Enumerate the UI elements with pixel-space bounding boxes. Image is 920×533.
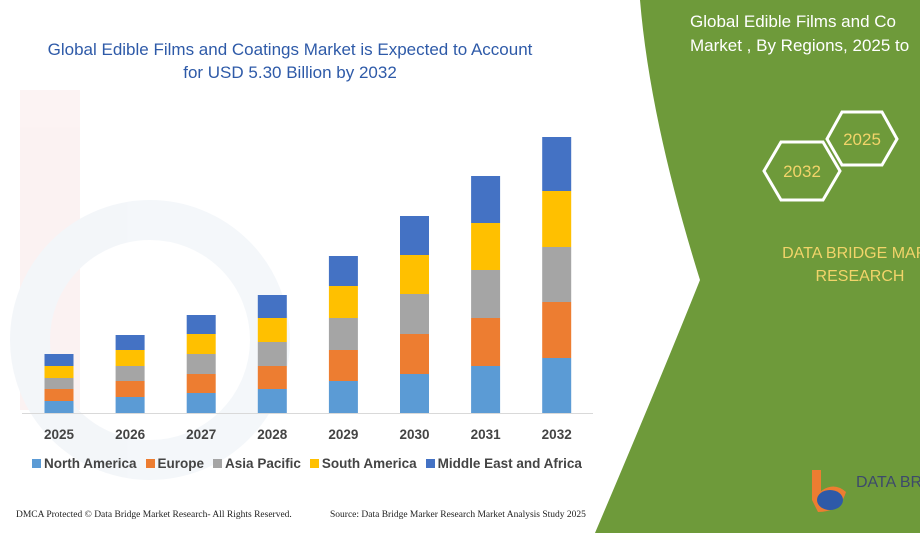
x-tick-label: 2029 [328, 427, 358, 442]
bar-2025-north-america [44, 401, 74, 413]
bar-2029-south-america [328, 286, 358, 318]
green-side-panel [595, 0, 920, 533]
legend-item: North America [32, 456, 137, 471]
bar-2030-north-america [400, 374, 429, 413]
x-tick-label: 2027 [186, 427, 216, 442]
legend-label: Middle East and Africa [437, 456, 582, 471]
bar-2032-middle-east-and-africa [542, 137, 572, 191]
bar-2031-north-america [471, 366, 501, 413]
legend-item: Middle East and Africa [425, 456, 582, 471]
bar-2031-middle-east-and-africa [471, 176, 501, 223]
hexagon-2032 [762, 140, 842, 202]
legend-label: South America [321, 456, 417, 471]
stacked-bar-chart: 2025 2026 2027 2028 2029 2030 2031 2032 [44, 137, 572, 442]
bar-2029-middle-east-and-africa [328, 256, 358, 286]
bar-2031-asia-pacific [471, 270, 501, 318]
brand-line1: DATA BRIDGE MARK [782, 245, 920, 262]
legend-swatch [32, 459, 41, 468]
bar-2028-north-america [257, 389, 287, 413]
hex-label-2025: 2025 [843, 130, 881, 149]
legend-label: Europe [157, 456, 205, 471]
logo-icon [812, 470, 846, 512]
bar-2032-asia-pacific [542, 247, 572, 302]
logo-text: DATA BRI [856, 474, 920, 491]
bar-2030-south-america [400, 255, 429, 294]
hex-label-2032: 2032 [783, 162, 821, 181]
bar-2032-north-america [542, 358, 572, 413]
bar-2031-south-america [471, 223, 501, 270]
bar-2027-south-america [186, 334, 216, 354]
x-tick-label: 2028 [257, 427, 288, 442]
legend: North America Europe Asia Pacific South Ame… [32, 456, 582, 471]
bar-2029-europe [328, 350, 358, 381]
legend-item: Europe [145, 456, 205, 471]
bar-2025-europe [44, 389, 74, 401]
x-tick-label: 2030 [399, 427, 429, 442]
bar-2027-north-america [186, 393, 216, 413]
footer-source: Source: Data Bridge Marker Research Mark… [330, 510, 586, 520]
bar-2025-asia-pacific [44, 378, 74, 389]
chart-title: Global Edible Films and Coatings Market … [47, 40, 533, 82]
bar-2027-middle-east-and-africa [186, 315, 216, 334]
x-tick-label: 2032 [542, 427, 572, 442]
legend-swatch [145, 459, 155, 468]
legend-label: Asia Pacific [225, 456, 301, 471]
x-tick-label: 2026 [115, 427, 146, 442]
bar-2027-asia-pacific [186, 354, 216, 374]
legend-swatch [425, 459, 435, 468]
side-title-line2: Market , By Regions, 2025 to [690, 36, 910, 55]
legend-item: South America [309, 456, 417, 471]
bar-2031-europe [471, 318, 501, 366]
bar-2028-south-america [257, 318, 287, 342]
bar-2027-europe [186, 374, 216, 393]
brand-line2: RESEARCH [815, 268, 905, 285]
bar-2026-middle-east-and-africa [115, 335, 145, 350]
x-tick-label: 2025 [44, 427, 75, 442]
bar-2028-asia-pacific [257, 342, 287, 366]
legend-label: North America [44, 456, 137, 471]
legend-item: Asia Pacific [213, 456, 301, 471]
legend-swatch [213, 459, 223, 468]
bar-2025-middle-east-and-africa [44, 354, 74, 366]
footer-copyright: DMCA Protected © Data Bridge Market Rese… [16, 510, 292, 520]
bar-2028-europe [257, 366, 287, 389]
bar-2026-north-america [115, 397, 145, 413]
bar-2032-south-america [542, 191, 572, 247]
bar-2030-asia-pacific [400, 294, 429, 334]
hexagon-2025 [825, 110, 899, 167]
x-tick-label: 2031 [471, 427, 502, 442]
bar-2032-europe [542, 302, 572, 358]
side-panel-title: Global Edible Films and Co Market , By R… [690, 10, 920, 58]
bar-2030-europe [400, 334, 429, 374]
bar-2025-south-america [44, 366, 74, 378]
side-brand: DATA BRIDGE MARK RESEARCH [740, 242, 920, 288]
bar-2026-south-america [115, 350, 145, 366]
bar-2030-middle-east-and-africa [400, 216, 429, 255]
side-title-line1: Global Edible Films and Co [690, 12, 896, 31]
bar-2028-middle-east-and-africa [257, 295, 287, 318]
bar-2029-north-america [328, 381, 358, 413]
bar-2026-asia-pacific [115, 366, 145, 381]
bar-2029-asia-pacific [328, 318, 358, 350]
legend-swatch [309, 459, 319, 468]
bar-2026-europe [115, 381, 145, 397]
